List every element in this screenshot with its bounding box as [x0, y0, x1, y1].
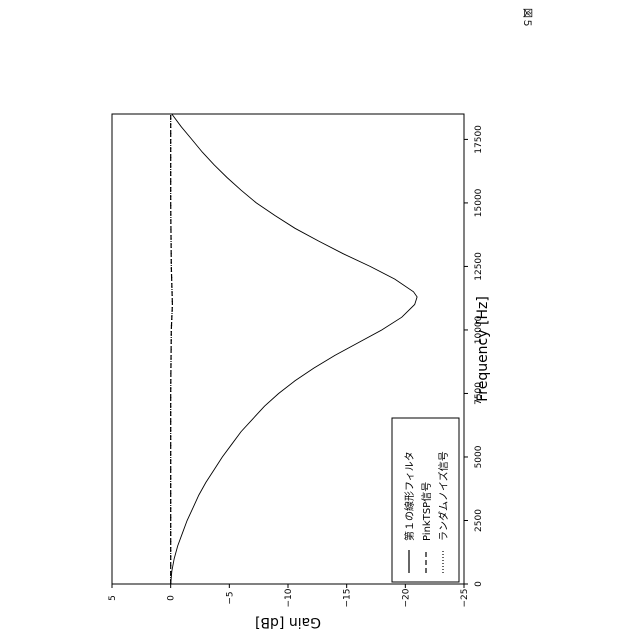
legend-label: ランダムノイズ信号: [437, 451, 450, 541]
frequency-tick-label: 5000: [474, 445, 484, 468]
x-axis-label: Frequency [Hz]: [475, 296, 491, 402]
series-line-1: [171, 114, 417, 584]
frequency-tick-label: 0: [474, 581, 484, 587]
series-layer: [171, 114, 417, 584]
frequency-tick-label: 12500: [474, 252, 484, 281]
frequency-tick-label: 2500: [474, 509, 484, 532]
figure-label: 図５: [521, 8, 533, 28]
frequency-tick-label: 17500: [474, 125, 484, 154]
legend-label: 第１の線形フィルタ: [403, 451, 416, 541]
y-axis-label: Gain [dB]: [255, 614, 321, 630]
legend-label: PinkTSP信号: [421, 482, 433, 541]
frequency-tick-label: 15000: [474, 188, 484, 217]
gain-tick-label: −5: [225, 591, 235, 604]
gain-tick-label: −20: [401, 588, 411, 607]
gain-tick-label: 0: [167, 595, 177, 601]
gain-tick-label: 5: [108, 595, 118, 601]
gain-tick-label: −15: [343, 589, 353, 608]
legend: 第１の線形フィルタ PinkTSP信号ランダムノイズ信号: [392, 418, 459, 582]
gain-tick-label: −10: [284, 588, 294, 607]
gain-tick-label: −25: [460, 589, 470, 608]
